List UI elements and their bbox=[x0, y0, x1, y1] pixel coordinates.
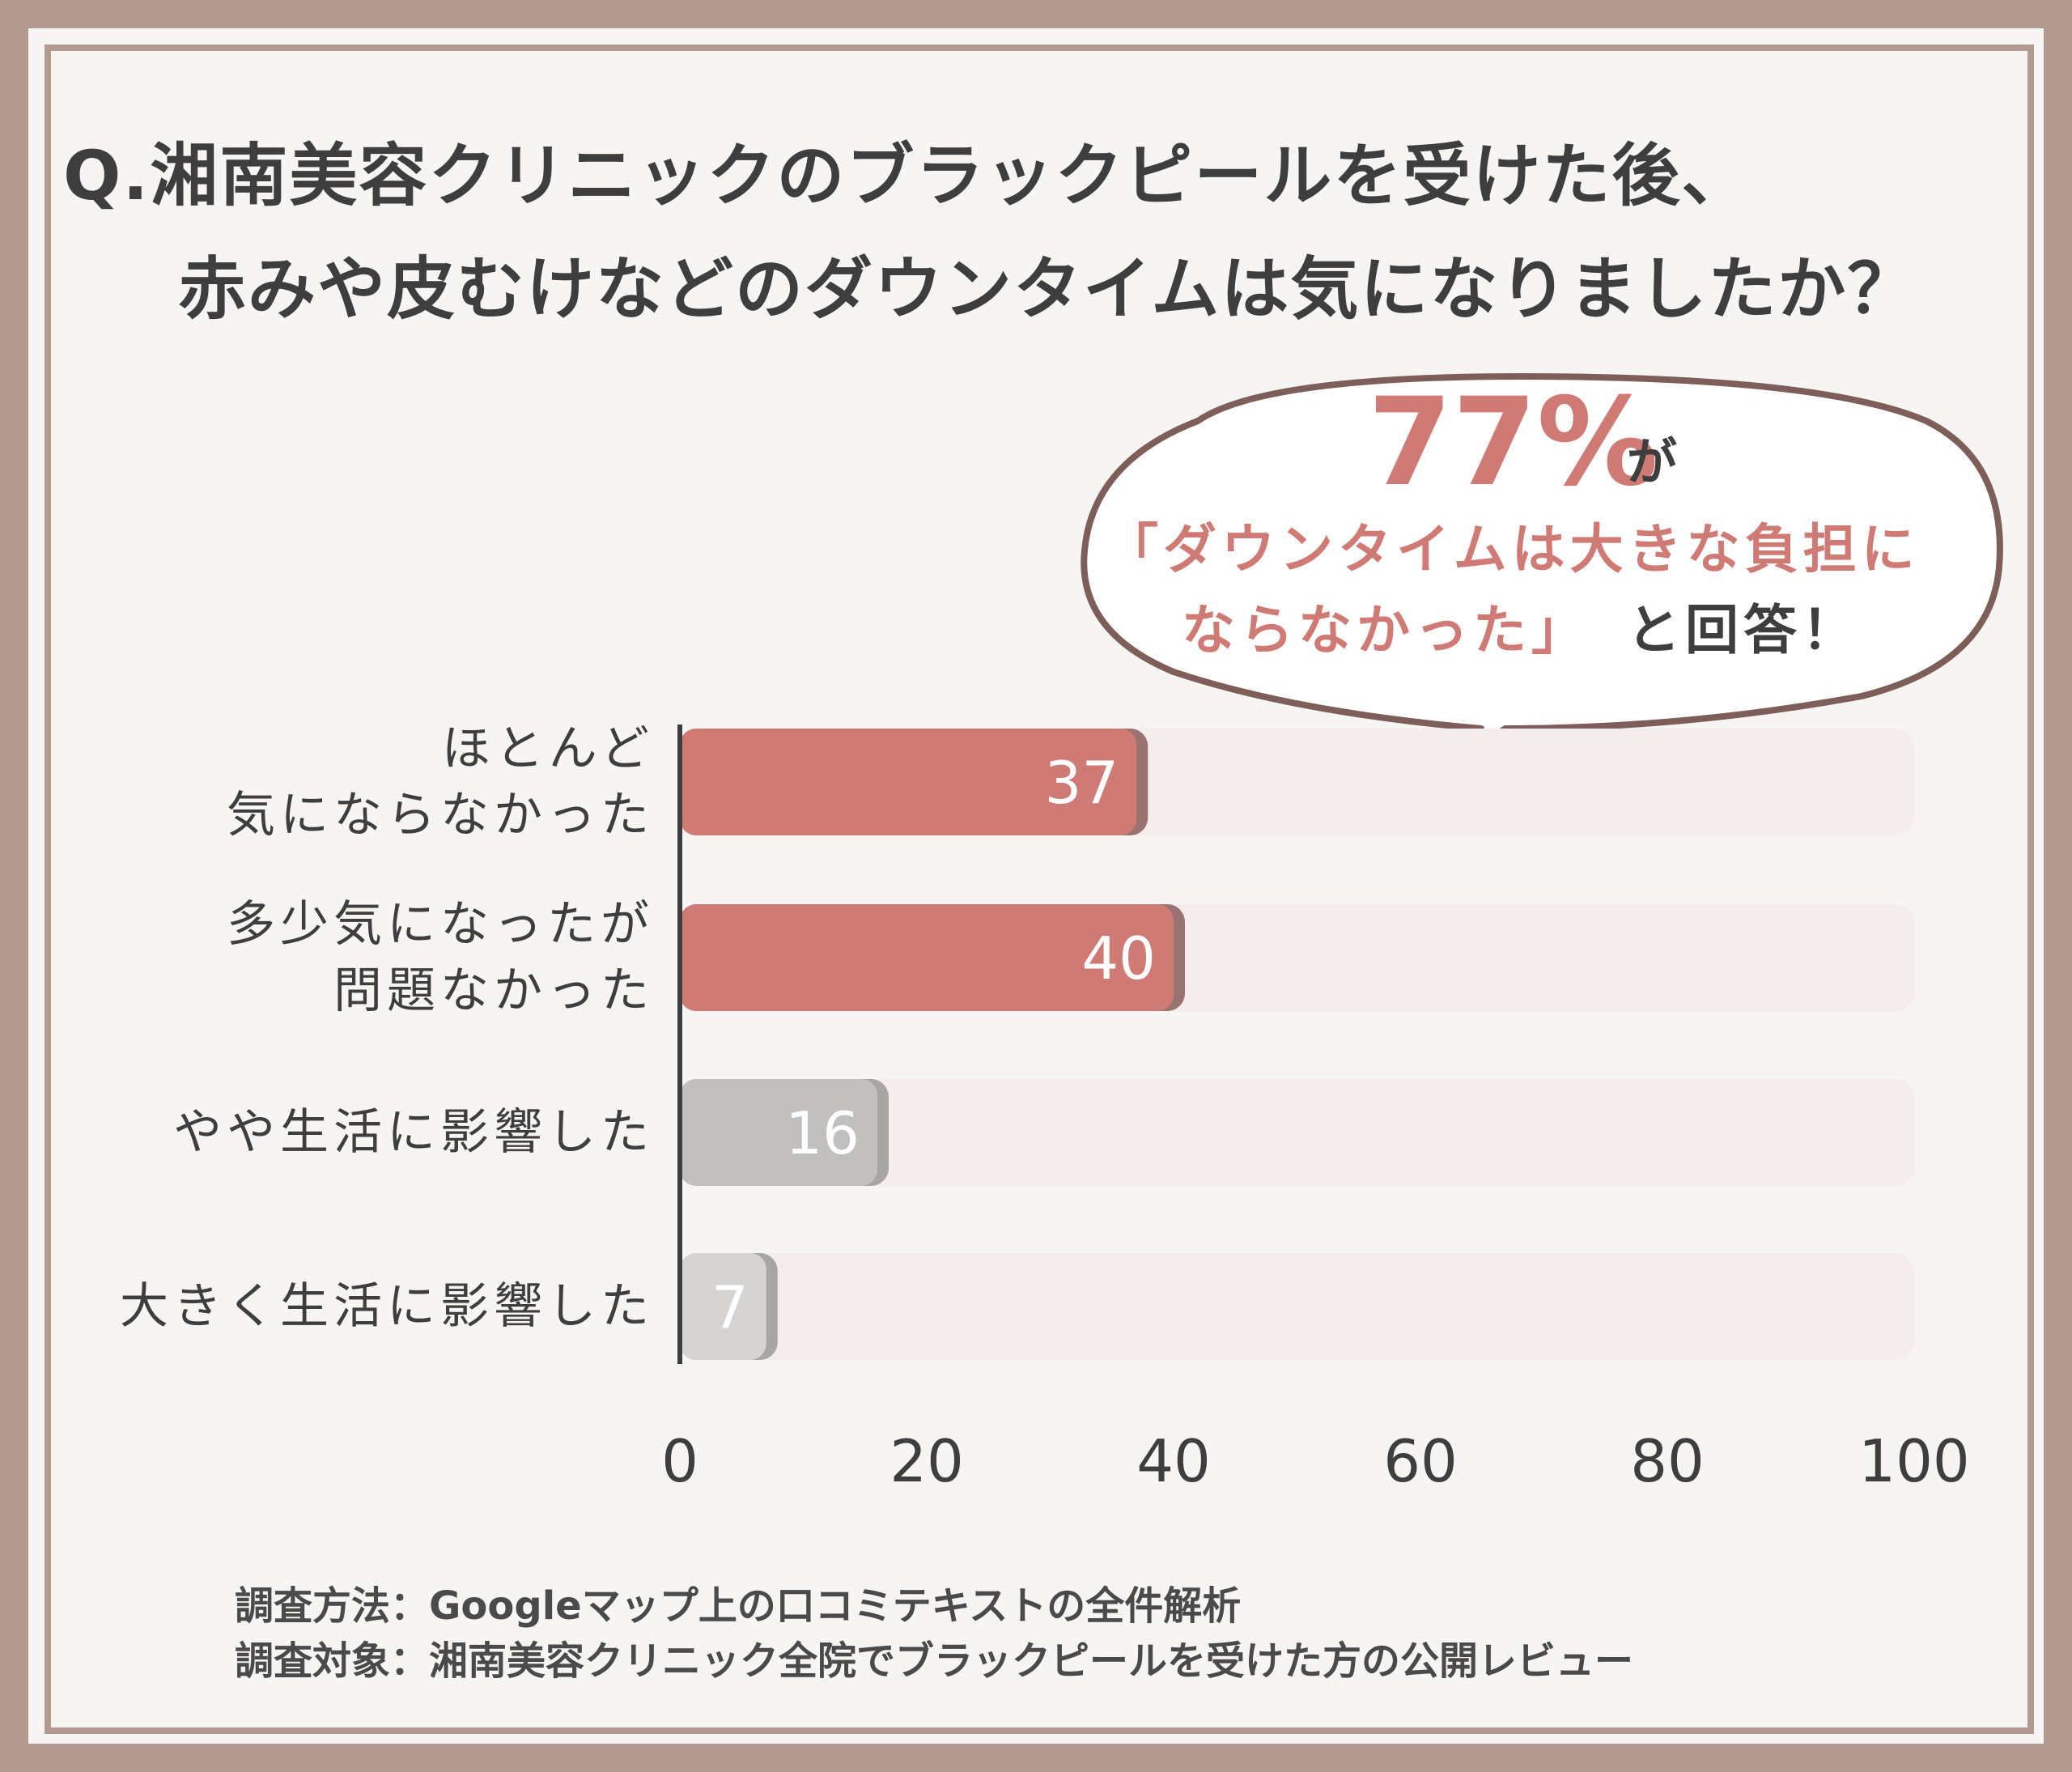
bar-value-label: 37 bbox=[1045, 749, 1119, 817]
category-label-line: 大きく生活に影響した bbox=[120, 1278, 654, 1335]
survey-method: 調査方法：Googleマップ上の口コミテキストの全件解析 bbox=[235, 1583, 1242, 1629]
title-line-2: 赤みや皮むけなどのダウンタイムは気になりましたか？ bbox=[178, 249, 1917, 329]
category-label-line: やや生活に影響した bbox=[173, 1104, 654, 1161]
category-label: 多少気になったが問題なかった bbox=[227, 891, 654, 1024]
x-tick-label: 100 bbox=[1858, 1427, 1969, 1495]
callout-percent: 77% bbox=[1368, 372, 1659, 513]
category-label: ほとんど気にならなかった bbox=[227, 716, 654, 848]
x-tick-label: 60 bbox=[1383, 1427, 1458, 1495]
bar-track bbox=[680, 1253, 1914, 1360]
bar-value-label: 40 bbox=[1081, 924, 1156, 992]
category-label: やや生活に影響した bbox=[173, 1099, 654, 1166]
survey-target: 調査対象：湘南美容クリニック全院でブラックピールを受けた方の公開レビュー bbox=[235, 1638, 1634, 1684]
survey-notes: 調査方法：Googleマップ上の口コミテキストの全件解析 調査対象：湘南美容クリ… bbox=[235, 1579, 1633, 1689]
chart-background bbox=[28, 28, 2044, 1744]
bar-value-label: 16 bbox=[785, 1099, 860, 1167]
bar-value-label: 7 bbox=[711, 1273, 749, 1341]
category-label: 大きく生活に影響した bbox=[120, 1273, 654, 1340]
x-tick-label: 40 bbox=[1136, 1427, 1211, 1495]
callout-tail: と回答！ bbox=[1627, 599, 1860, 661]
x-tick-label: 20 bbox=[890, 1427, 964, 1495]
bar-1 bbox=[680, 729, 1137, 835]
inner-border bbox=[45, 45, 2034, 1734]
bar-2 bbox=[680, 904, 1174, 1011]
bar-4 bbox=[680, 1253, 766, 1360]
category-label-line: 問題なかった bbox=[333, 962, 654, 1019]
bar-3 bbox=[680, 1079, 877, 1186]
x-tick-label: 0 bbox=[661, 1427, 698, 1495]
category-label-line: 気にならなかった bbox=[227, 787, 654, 844]
title-line-1: Q.湘南美容クリニックのブラックピールを受けた後、 bbox=[63, 136, 1751, 215]
x-tick-label: 80 bbox=[1630, 1427, 1705, 1495]
category-label-line: 多少気になったが bbox=[227, 896, 654, 953]
callout-quote-line-1: 「ダウンタイムは大きな負担に bbox=[1105, 518, 1920, 580]
speech-bubble-shape bbox=[1081, 373, 2003, 748]
callout-quote-line-2: ならなかった」 bbox=[1182, 599, 1590, 661]
bar-track bbox=[680, 1079, 1914, 1186]
callout-ga: が bbox=[1627, 432, 1678, 491]
category-label-line: ほとんど bbox=[441, 720, 654, 777]
